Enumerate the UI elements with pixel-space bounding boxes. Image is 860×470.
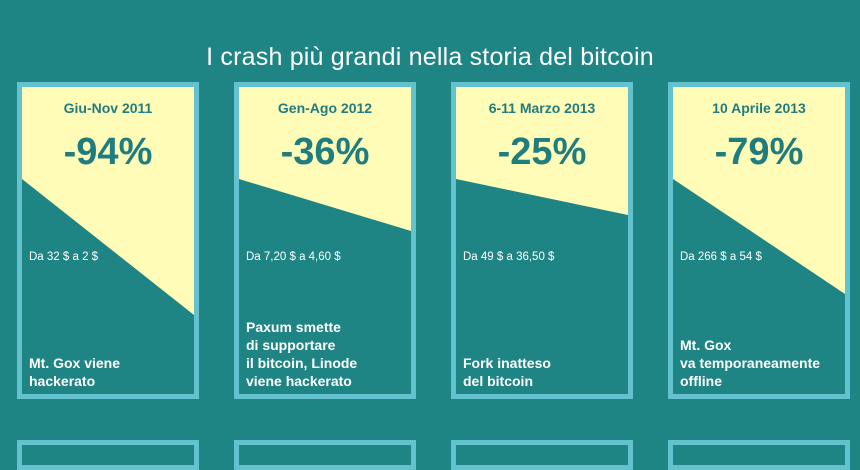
- crash-depth-graphic: [239, 87, 411, 231]
- crash-cause: Mt. Gox va temporaneamente offline: [680, 337, 821, 389]
- crash-card-april-2013: 10 Aprile 2013 -79% Da 266 $ a 54 $ Mt. …: [668, 82, 850, 399]
- crash-card-march-2013: 6-11 Marzo 2013 -25% Da 49 $ a 36,50 $ F…: [451, 82, 633, 399]
- crash-drop-area: [456, 87, 628, 215]
- page-title: I crash più grandi nella storia del bitc…: [206, 42, 654, 71]
- crash-price-range: Da 32 $ a 2 $: [29, 251, 99, 263]
- crash-depth-graphic: [456, 87, 628, 215]
- crash-percentage: -79%: [714, 131, 804, 173]
- next-row-card: [17, 440, 199, 470]
- crash-cause: Paxum smette di supportare il bitcoin, L…: [246, 319, 358, 389]
- crash-price-range: Da 49 $ a 36,50 $: [463, 251, 555, 263]
- crash-cause: Mt. Gox viene hackerato: [29, 355, 121, 389]
- crash-drop-area: [22, 87, 194, 315]
- crash-period: 10 Aprile 2013: [712, 100, 806, 116]
- next-row-card: [451, 440, 633, 470]
- crash-period: 6-11 Marzo 2013: [488, 100, 596, 116]
- crash-period: Giu-Nov 2011: [63, 100, 153, 116]
- crash-drop-area: [239, 87, 411, 231]
- crash-depth-graphic: [22, 87, 194, 315]
- crash-percentage: -25%: [497, 131, 587, 173]
- crash-period: Gen-Ago 2012: [277, 100, 373, 116]
- next-row-card: [234, 440, 416, 470]
- crash-percentage: -36%: [280, 131, 370, 173]
- crash-depth-graphic: [673, 87, 845, 294]
- crash-cause: Fork inatteso del bitcoin: [463, 355, 551, 389]
- crash-card-2011: Giu-Nov 2011 -94% Da 32 $ a 2 $ Mt. Gox …: [17, 82, 199, 399]
- crash-price-range: Da 7,20 $ a 4,60 $: [246, 251, 341, 263]
- crash-drop-area: [673, 87, 845, 294]
- next-row-card: [668, 440, 850, 470]
- crash-price-range: Da 266 $ a 54 $: [680, 251, 762, 263]
- crash-percentage: -94%: [63, 131, 153, 173]
- crash-card-2012: Gen-Ago 2012 -36% Da 7,20 $ a 4,60 $ Pax…: [234, 82, 416, 399]
